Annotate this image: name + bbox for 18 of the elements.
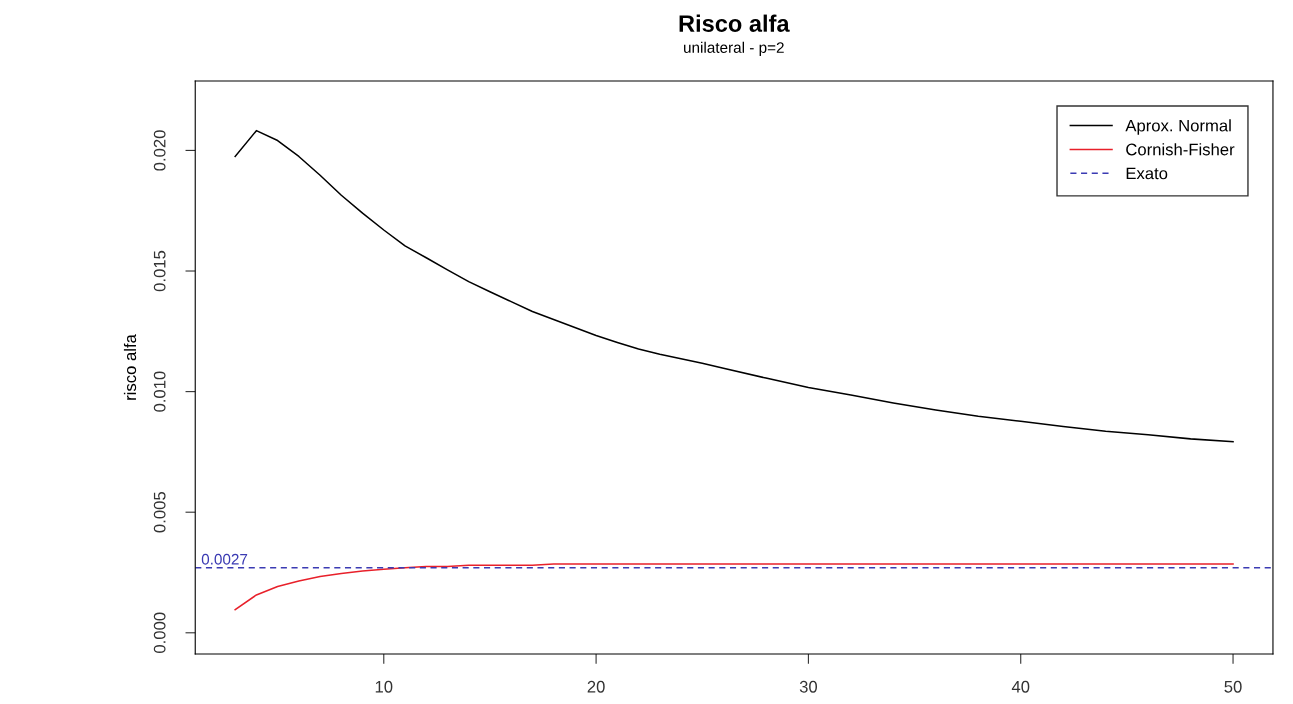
- annotation: 0.0027: [201, 553, 248, 565]
- x-tick-label: 40: [1011, 680, 1030, 693]
- y-axis-title: risco alfa: [123, 334, 137, 400]
- y-tick-label: 0.005: [153, 492, 166, 533]
- y-tick-label: 0.010: [153, 371, 166, 412]
- y-tick-label: 0.015: [153, 250, 166, 292]
- x-tick-label: 10: [375, 680, 393, 693]
- x-tick-label: 30: [799, 680, 818, 693]
- x-tick-label: 50: [1224, 680, 1242, 693]
- line-series: [234, 563, 1234, 611]
- y-tick-label: 0.000: [153, 612, 166, 653]
- legend-label: Exato: [1126, 167, 1168, 180]
- chart-subtitle: unilateral - p=2: [684, 41, 784, 56]
- legend-label: Cornish-Fisher: [1126, 143, 1235, 156]
- legend-label: Aprox. Normal: [1125, 119, 1231, 135]
- y-tick-label: 0.020: [153, 130, 166, 171]
- x-tick-label: 20: [587, 680, 605, 693]
- chart-title: Risco alfa: [679, 14, 790, 32]
